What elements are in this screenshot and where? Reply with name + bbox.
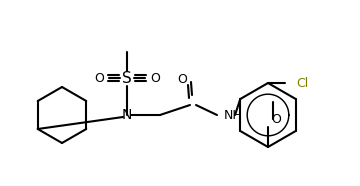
Text: Cl: Cl [296, 76, 308, 89]
Text: O: O [94, 71, 104, 84]
Text: O: O [177, 73, 187, 86]
Text: NH: NH [224, 108, 243, 121]
Text: O: O [150, 71, 160, 84]
Text: O: O [271, 113, 281, 126]
Text: S: S [122, 70, 132, 86]
Text: N: N [122, 108, 132, 122]
